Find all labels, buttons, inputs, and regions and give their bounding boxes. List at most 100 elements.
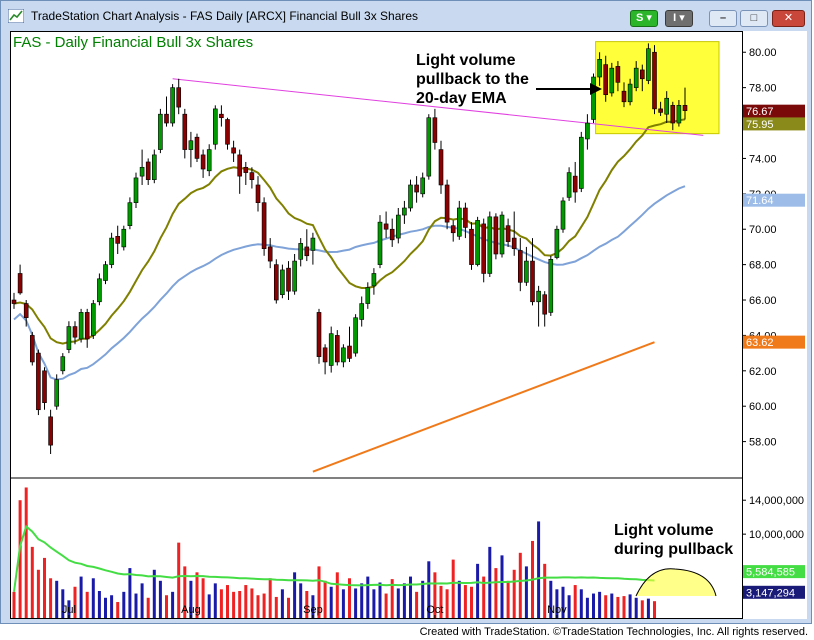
close-button[interactable]: ✕ [772, 10, 805, 27]
volume-bar [128, 568, 132, 619]
s-dropdown-button[interactable]: S ▾ [630, 10, 658, 27]
i-button-label: I [673, 12, 677, 24]
volume-bar [256, 595, 260, 619]
ema20-line [13, 118, 686, 345]
volume-bar [12, 591, 16, 619]
candle-body [402, 207, 407, 216]
candle-body [389, 228, 395, 241]
candle-body [84, 312, 90, 340]
annotation-volume-line: Light volume [614, 522, 714, 539]
candle-body [499, 214, 505, 255]
volume-bar [610, 593, 614, 619]
last-close-label-bg [743, 104, 805, 118]
last-close-label: 76.67 [746, 106, 774, 118]
volume-tick-label: 14,000,000 [749, 495, 804, 507]
candle-body [481, 223, 487, 274]
candle-body [664, 97, 670, 115]
candle-body [511, 237, 517, 249]
candle-body [103, 264, 108, 281]
volume-bar [36, 569, 40, 619]
annotation-pullback-line: 20-day EMA [416, 90, 507, 107]
volume-bar [378, 582, 382, 619]
volume-bar [189, 580, 193, 619]
candle-body [542, 294, 548, 315]
candle-body [206, 149, 212, 172]
volume-bar [616, 596, 620, 619]
volume-last-label-bg [743, 585, 805, 599]
candle-body [334, 335, 340, 363]
candle-body [54, 379, 60, 407]
candle-body [78, 312, 84, 340]
candle-body [420, 177, 426, 195]
volume-bar [543, 563, 547, 619]
maximize-button[interactable]: □ [740, 10, 768, 27]
volume-bar [305, 591, 309, 619]
price-tick-label: 78.00 [749, 83, 777, 95]
volume-bar [280, 589, 284, 619]
candle-body [219, 113, 224, 119]
candle-body [121, 228, 127, 248]
volume-bar [409, 576, 412, 619]
candle-body [646, 48, 651, 81]
annotation-volume-line: during pullback [614, 541, 733, 558]
candle-body [585, 122, 590, 140]
candle-body [408, 184, 413, 209]
candle-body [341, 347, 346, 363]
volume-bar [262, 593, 266, 619]
price-tick-label: 66.00 [749, 295, 777, 307]
volume-bar [116, 602, 120, 619]
volume-bar [567, 595, 571, 619]
candle-body [23, 303, 29, 319]
candle-body [237, 154, 242, 177]
volume-bar [592, 593, 595, 619]
price-tick-label: 80.00 [749, 47, 777, 59]
candle-body [639, 69, 645, 80]
candle-body [286, 267, 291, 292]
candle-body [60, 356, 66, 372]
minimize-button[interactable]: – [709, 10, 737, 27]
volume-bar [433, 572, 437, 619]
volume-bar [293, 572, 297, 619]
volume-bar [232, 591, 236, 619]
volume-bar [97, 591, 101, 619]
chart-window: TradeStation Chart Analysis - FAS Daily … [0, 0, 812, 624]
i-dropdown-button[interactable]: I ▾ [665, 10, 693, 27]
volume-bar [250, 588, 254, 619]
chart-svg[interactable]: 58.0060.0062.0064.0066.0068.0070.0072.00… [10, 31, 807, 619]
title-bar[interactable]: TradeStation Chart Analysis - FAS Daily … [1, 1, 811, 31]
candle-body [578, 136, 584, 189]
volume-bar [598, 591, 602, 619]
candle-body [487, 216, 493, 274]
volume-bar [427, 561, 431, 619]
x-tick-label: Jul [62, 604, 76, 616]
volume-bar [402, 583, 406, 619]
price-tick-label: 68.00 [749, 260, 777, 272]
candle-body [414, 184, 419, 193]
volume-bar [140, 583, 144, 619]
candle-body [225, 119, 230, 145]
price-tick-label: 60.00 [749, 401, 777, 413]
candle-body [395, 214, 401, 239]
volume-bar [311, 595, 315, 619]
volume-bar [43, 557, 46, 619]
x-tick-label: Sep [303, 604, 323, 616]
volume-bar [360, 583, 364, 619]
candle-body [298, 243, 304, 260]
chart-plot-area[interactable]: 58.0060.0062.0064.0066.0068.0070.0072.00… [10, 31, 807, 619]
volume-avg-label-bg [743, 565, 805, 579]
volume-bar [226, 585, 229, 619]
candle-body [572, 175, 578, 193]
candle-body [505, 225, 511, 242]
candle-body [158, 113, 163, 150]
volume-bar [104, 597, 107, 619]
candle-body [475, 220, 480, 265]
volume-bar [451, 559, 455, 619]
volume-bar [384, 593, 388, 619]
ma50-line [13, 185, 686, 381]
volume-bar [79, 576, 83, 619]
volume-bar [134, 593, 138, 619]
candle-body [29, 335, 35, 363]
volume-bar [244, 585, 248, 619]
candle-body [304, 246, 310, 257]
price-tick-label: 58.00 [749, 437, 777, 449]
